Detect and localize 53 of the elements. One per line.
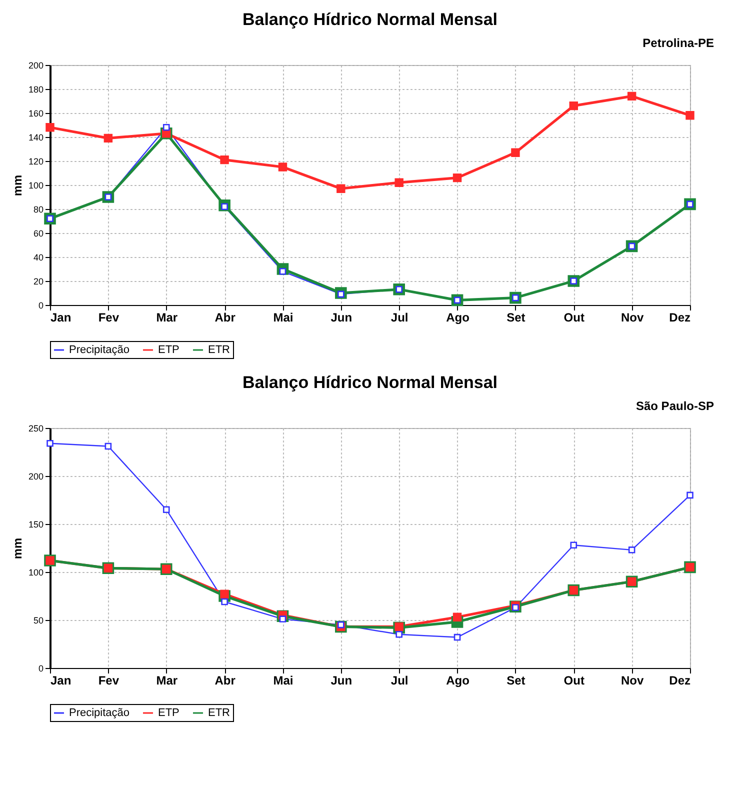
y-tick-label: 100 <box>28 568 44 578</box>
y-tick-label: 0 <box>38 300 44 310</box>
y-tick-label: 120 <box>28 156 44 166</box>
x-tick-label: Ago <box>446 674 470 688</box>
x-tick-label: Dez <box>669 674 690 688</box>
x-tick-label: Out <box>564 674 584 688</box>
y-axis-title: mm <box>10 174 24 196</box>
x-tick-label: Fev <box>98 674 120 688</box>
x-tick-label: Jan <box>50 310 72 324</box>
y-tick-label: 40 <box>33 252 44 262</box>
x-tick-label: Out <box>564 310 584 324</box>
x-tick-label: Jul <box>390 674 408 688</box>
y-tick-label: 140 <box>28 132 44 142</box>
legend-label: ETR <box>208 344 230 356</box>
legend-label: ETR <box>208 707 230 719</box>
x-tick-label: Ago <box>446 310 470 324</box>
x-tick-label: Nov <box>620 310 644 324</box>
x-tick-label: Nov <box>620 674 644 688</box>
x-tick-label: Set <box>506 674 526 688</box>
chart-title: Balanço Hídrico Normal Mensal <box>242 10 498 29</box>
legend-label: ETP <box>158 344 180 356</box>
x-tick-label: Fev <box>98 310 120 324</box>
x-tick-label: Abr <box>214 310 236 324</box>
legend-label: Precipitação <box>69 344 130 356</box>
legend-label: ETP <box>158 707 180 719</box>
y-axis-title: mm <box>10 538 24 560</box>
y-tick-label: 200 <box>28 60 44 70</box>
x-tick-label: Jul <box>390 310 408 324</box>
text: Petrolina-PE <box>642 36 714 50</box>
x-tick-label: Jun <box>330 674 352 688</box>
x-tick-label: Mar <box>156 674 178 688</box>
y-tick-label: 200 <box>28 472 44 482</box>
x-tick-label: Mar <box>156 310 178 324</box>
y-tick-label: 60 <box>33 228 44 238</box>
y-tick-label: 50 <box>33 616 44 626</box>
x-tick-label: Jun <box>330 310 352 324</box>
text: São Paulo-SP <box>636 399 714 413</box>
x-tick-label: Mai <box>273 310 294 324</box>
y-tick-label: 100 <box>28 180 44 190</box>
x-tick-label: Abr <box>214 674 236 688</box>
x-tick-label: Mai <box>273 674 294 688</box>
y-tick-label: 160 <box>28 108 44 118</box>
y-tick-label: 20 <box>33 276 44 286</box>
y-tick-label: 150 <box>28 520 44 530</box>
y-tick-label: 0 <box>38 664 44 674</box>
y-tick-label: 80 <box>33 204 44 214</box>
x-tick-label: Jan <box>50 674 72 688</box>
x-tick-label: Set <box>506 310 526 324</box>
y-tick-label: 250 <box>28 424 44 434</box>
chart-title: Balanço Hídrico Normal Mensal <box>242 373 498 392</box>
x-tick-label: Dez <box>669 310 690 324</box>
y-tick-label: 180 <box>28 84 44 94</box>
legend-label: Precipitação <box>69 707 130 719</box>
